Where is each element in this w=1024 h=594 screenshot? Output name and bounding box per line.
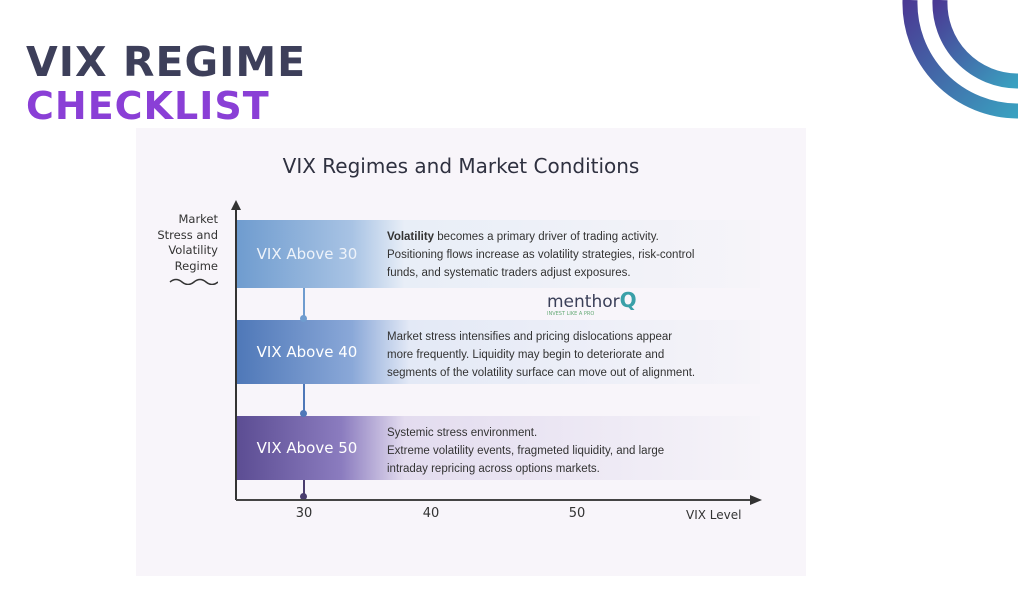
regime-line: Systemic stress environment. <box>387 427 538 439</box>
connector-dot <box>300 410 307 417</box>
x-tick-30: 30 <box>295 506 313 521</box>
x-axis-label: VIX Level <box>686 508 742 522</box>
regime-description: Systemic stress environment. Extreme vol… <box>387 424 664 478</box>
regime-line: Extreme volatility events, fragmeted liq… <box>387 445 665 457</box>
y-label-line: Regime <box>174 258 218 273</box>
regime-band-30: VIX Above 30 Volatility becomes a primar… <box>237 220 760 288</box>
y-label-line: Stress and <box>157 227 218 242</box>
regime-band-50: VIX Above 50 Systemic stress environment… <box>237 416 760 480</box>
regime-line: Market stress intensifies and pricing di… <box>387 331 673 343</box>
logo-text: menthor <box>547 292 620 312</box>
regime-label: VIX Above 50 <box>256 439 358 457</box>
diagram-title: VIX Regimes and Market Conditions <box>282 154 640 178</box>
logo-tagline: INVEST LIKE A PRO <box>547 311 595 317</box>
y-axis-arrow-icon <box>231 200 241 210</box>
y-axis-label: Market Stress and Volatility Regime <box>150 212 219 290</box>
regime-line: more frequently. Liquidity may begin to … <box>387 349 665 361</box>
page-title: VIX REGIME <box>26 38 307 86</box>
regime-label: VIX Above 40 <box>256 343 358 361</box>
regime-bold: Volatility <box>387 231 435 243</box>
connector-line <box>303 384 305 414</box>
regime-description: Volatility becomes a primary driver of t… <box>387 228 694 282</box>
wave-icon <box>169 278 219 286</box>
connector-dot <box>300 315 307 322</box>
regime-label: VIX Above 30 <box>256 245 358 263</box>
x-tick-40: 40 <box>422 506 440 521</box>
y-label-line: Market <box>178 212 218 226</box>
regime-line: funds, and systematic traders adjust exp… <box>387 267 631 279</box>
menthorq-logo: menthorQ INVEST LIKE A PRO <box>547 290 637 317</box>
x-axis-arrow-icon <box>750 495 762 505</box>
regime-line: segments of the volatility surface can m… <box>387 367 696 379</box>
regime-line: Positioning flows increase as volatility… <box>387 249 695 261</box>
logo-q: Q <box>619 288 637 312</box>
regime-line: intraday repricing across options market… <box>387 463 600 475</box>
x-tick-50: 50 <box>568 506 586 521</box>
connector-line <box>303 480 305 496</box>
page-subtitle: CHECKLIST <box>26 84 270 128</box>
decorative-arcs-icon <box>902 0 1019 119</box>
regime-line: becomes a primary driver of trading acti… <box>434 231 659 243</box>
regime-description: Market stress intensifies and pricing di… <box>387 328 695 382</box>
regime-band-40: VIX Above 40 Market stress intensifies a… <box>237 320 760 384</box>
connector-dot <box>300 493 307 500</box>
y-label-line: Volatility <box>168 243 218 257</box>
connector-line <box>303 288 305 318</box>
